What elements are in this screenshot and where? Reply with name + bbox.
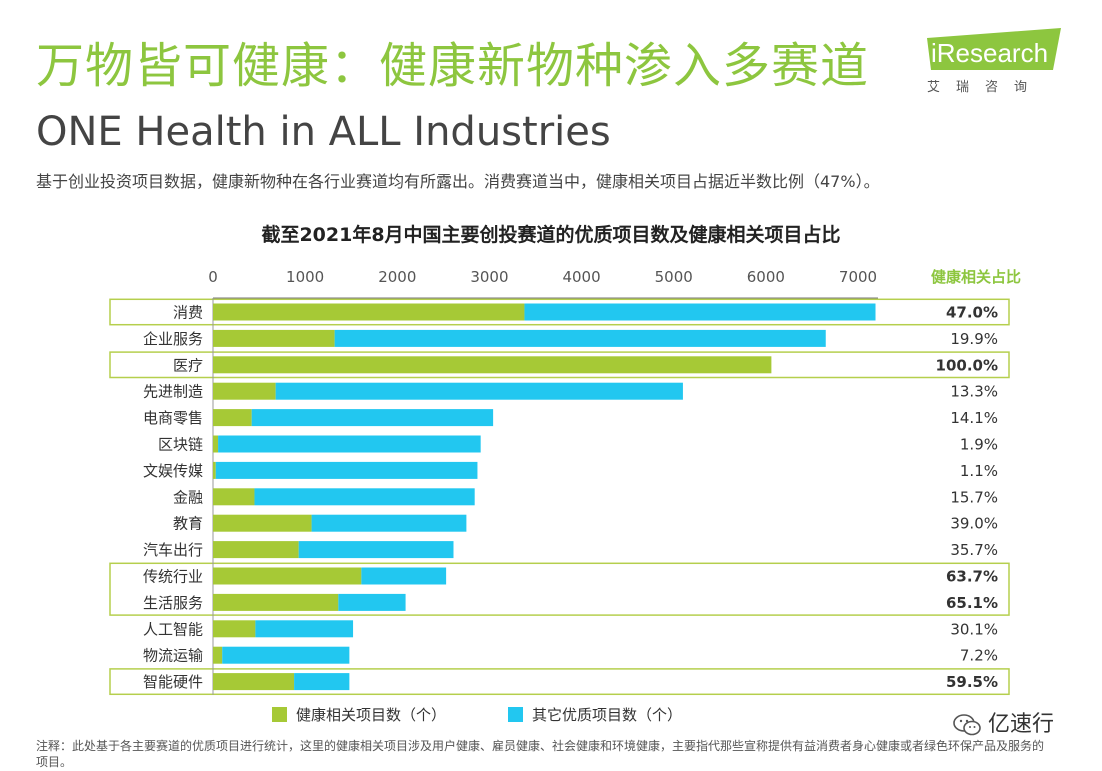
x-tick-label: 3000 <box>470 268 508 286</box>
category-label: 区块链 <box>158 436 203 454</box>
category-label: 汽车出行 <box>143 541 203 559</box>
ratio-labels: 47.0% 19.9% 100.0% 13.3% 14.1% 1.9% 1.1% 15.7% 3… <box>936 304 998 692</box>
wechat-icon <box>953 714 981 736</box>
legend-label: 健康相关项目数（个） <box>296 706 446 724</box>
x-axis-ticks: 0 1000 2000 3000 4000 5000 6000 7000 <box>208 268 877 286</box>
x-tick-label: 5000 <box>655 268 693 286</box>
category-label: 文娱传媒 <box>143 462 203 480</box>
category-label: 企业服务 <box>143 330 203 348</box>
watermark: 亿速行 <box>952 706 1054 738</box>
logo-subtext: 艾瑞咨询 <box>927 80 1044 95</box>
bar-health <box>213 382 276 400</box>
bar-other <box>251 409 494 427</box>
legend-swatch-other <box>508 707 523 722</box>
ratio-label: 59.5% <box>946 673 998 691</box>
bar-health <box>213 620 256 638</box>
ratio-label: 1.9% <box>960 436 998 454</box>
bar-health <box>213 303 525 321</box>
category-label: 传统行业 <box>143 568 203 586</box>
legend-swatch-health <box>272 707 287 722</box>
x-tick-label: 2000 <box>378 268 416 286</box>
ratio-label: 30.1% <box>950 620 998 638</box>
ratio-label: 19.9% <box>950 330 998 348</box>
category-label: 教育 <box>173 515 203 533</box>
bar-health <box>213 646 223 664</box>
category-label: 物流运输 <box>143 647 203 665</box>
x-tick-label: 6000 <box>747 268 785 286</box>
bar-other <box>338 593 406 611</box>
bar-health <box>213 514 312 532</box>
category-label: 先进制造 <box>143 383 203 401</box>
bar-other <box>215 461 478 479</box>
ratio-label: 1.1% <box>960 462 998 480</box>
chart-title: 截至2021年8月中国主要创投赛道的优质项目数及健康相关项目占比 <box>261 224 841 246</box>
ratio-header: 健康相关占比 <box>931 268 1021 286</box>
category-label: 电商零售 <box>143 409 203 427</box>
ratio-label: 35.7% <box>950 541 998 559</box>
ratio-label: 63.7% <box>946 568 998 586</box>
highlight-box <box>109 298 1010 326</box>
ratio-label: 100.0% <box>936 356 998 374</box>
legend: 健康相关项目数（个） 其它优质项目数（个） <box>272 706 682 724</box>
x-tick-label: 1000 <box>286 268 324 286</box>
bar-health <box>213 435 219 453</box>
bar-health <box>213 329 335 347</box>
ratio-label: 13.3% <box>950 383 998 401</box>
bar-other <box>334 329 826 347</box>
footnote: 注释：此处基于各主要赛道的优质项目进行统计，这里的健康相关项目涉及用户健康、雇员… <box>36 739 1045 769</box>
category-label: 医疗 <box>173 356 203 374</box>
iresearch-logo: iResearch 艾瑞咨询 <box>925 26 1065 96</box>
category-labels: 消费企业服务医疗先进制造电商零售区块链文娱传媒金融教育汽车出行传统行业生活服务人… <box>143 304 203 692</box>
ratio-label: 15.7% <box>950 488 998 506</box>
category-label: 智能硬件 <box>143 673 203 691</box>
ratio-label: 7.2% <box>960 647 998 665</box>
bars <box>213 303 876 691</box>
ratio-label: 47.0% <box>946 304 998 322</box>
bar-health <box>213 673 295 691</box>
bar-other <box>222 646 350 664</box>
page-subtitle: 基于创业投资项目数据，健康新物种在各行业赛道均有所露出。消费赛道当中，健康相关项… <box>36 172 880 191</box>
bar-other <box>218 435 481 453</box>
bar-other <box>524 303 876 321</box>
bar-other <box>298 541 454 559</box>
page-title-english: ONE Health in ALL Industries <box>36 109 611 155</box>
bar-health <box>213 541 299 559</box>
ratio-header-label: 健康相关占比 <box>931 268 1021 286</box>
bar-other <box>254 488 475 506</box>
bar-other <box>311 514 467 532</box>
x-tick-label: 7000 <box>839 268 877 286</box>
bar-other <box>294 673 350 691</box>
category-label: 消费 <box>173 304 203 322</box>
category-label: 生活服务 <box>143 594 203 612</box>
x-tick-label: 0 <box>208 268 218 286</box>
watermark-text: 亿速行 <box>988 712 1055 737</box>
ratio-label: 14.1% <box>950 409 998 427</box>
bar-other <box>275 382 683 400</box>
highlight-box <box>109 668 1010 696</box>
bar-health <box>213 356 772 374</box>
bar-other <box>361 567 447 585</box>
bar-health <box>213 461 216 479</box>
category-label: 人工智能 <box>143 620 203 638</box>
highlight-box <box>109 351 1010 379</box>
logo-mark: iResearch <box>927 28 1061 70</box>
bar-health <box>213 593 339 611</box>
highlight-box <box>109 562 1010 616</box>
bar-health <box>213 488 255 506</box>
bar-health <box>213 409 252 427</box>
category-label: 金融 <box>173 488 203 506</box>
x-tick-label: 4000 <box>562 268 600 286</box>
legend-label: 其它优质项目数（个） <box>532 706 682 724</box>
ratio-label: 39.0% <box>950 515 998 533</box>
highlight-boxes <box>109 298 1010 696</box>
bar-other <box>255 620 354 638</box>
ratio-label: 65.1% <box>946 594 998 612</box>
page-title: 万物皆可健康：健康新物种渗入多赛道 <box>36 38 870 94</box>
logo-text: iResearch <box>931 38 1048 68</box>
bar-health <box>213 567 362 585</box>
